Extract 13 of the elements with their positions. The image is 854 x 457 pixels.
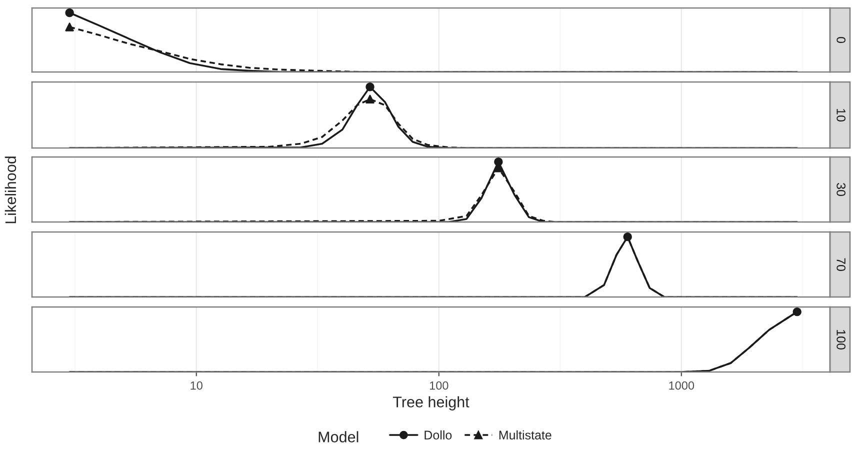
y2-axis-title: 0 bbox=[836, 37, 846, 43]
x-axis-title: Tree height bbox=[392, 396, 470, 410]
y-axis-title: Likelihood bbox=[4, 156, 16, 224]
legend-label: Multistate bbox=[499, 430, 552, 440]
y2-axis-title: 30 bbox=[836, 183, 846, 196]
legend-label: Dollo bbox=[424, 430, 452, 440]
legend-title: Model bbox=[318, 431, 358, 442]
x-tick-label: 10 bbox=[190, 381, 202, 390]
x-tick-label: 1000 bbox=[669, 381, 694, 390]
y2-axis-title: 10 bbox=[836, 109, 846, 122]
y2-axis-title: 70 bbox=[836, 258, 846, 271]
x-tick-label: 100 bbox=[430, 381, 448, 390]
y2-axis-title: 100 bbox=[836, 330, 846, 350]
